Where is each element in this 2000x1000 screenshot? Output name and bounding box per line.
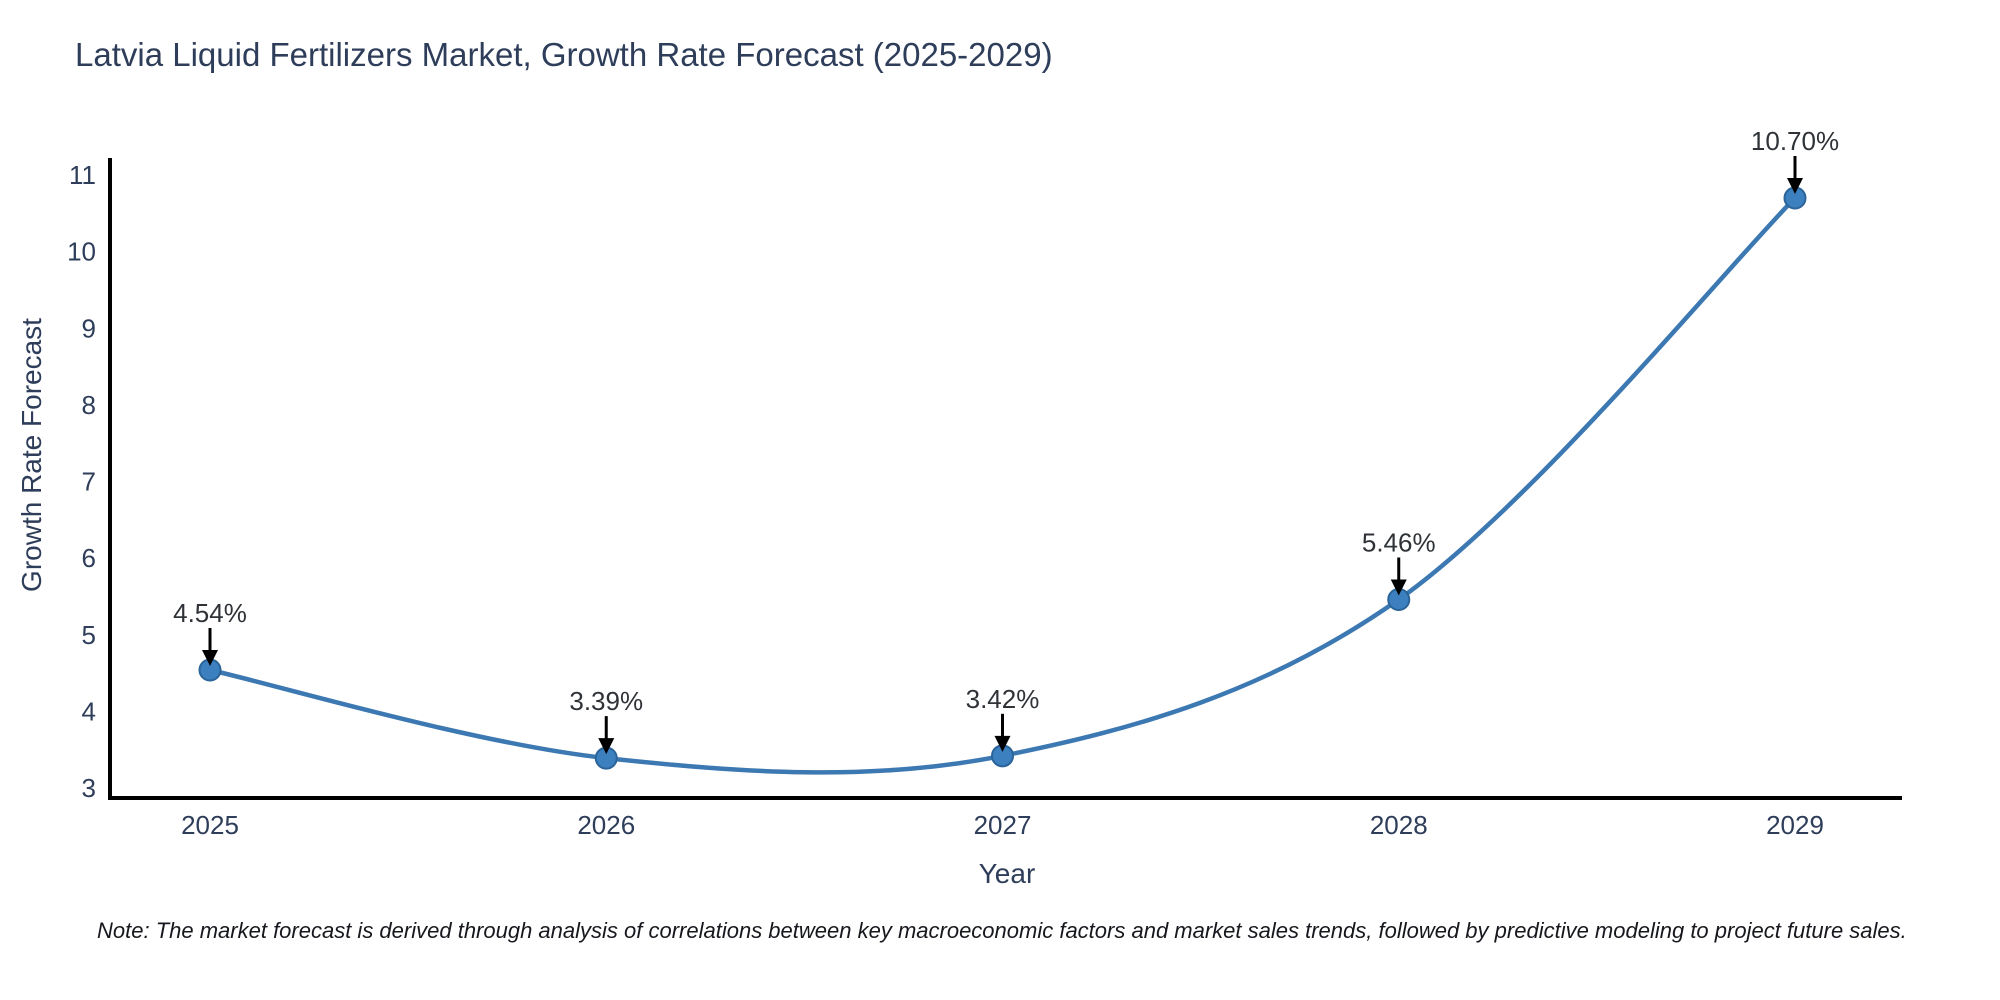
data-point-value-label: 10.70% bbox=[1751, 126, 1839, 156]
chart-title: Latvia Liquid Fertilizers Market, Growth… bbox=[75, 36, 1053, 73]
y-tick-label: 9 bbox=[82, 313, 96, 343]
data-point-value-label: 3.42% bbox=[966, 684, 1040, 714]
x-axis-title: Year bbox=[978, 858, 1036, 889]
x-tick-label: 2027 bbox=[974, 810, 1032, 840]
annotation-arrow-head bbox=[598, 738, 615, 755]
y-tick-label: 11 bbox=[69, 160, 96, 190]
x-tick-label: 2026 bbox=[577, 810, 635, 840]
annotation-arrow-head bbox=[1787, 177, 1803, 194]
y-axis-title: Growth Rate Forecast bbox=[16, 318, 47, 592]
annotation-arrow-head bbox=[994, 735, 1011, 752]
annotation-arrow-head bbox=[1390, 579, 1407, 596]
x-tick-label: 2029 bbox=[1766, 810, 1824, 840]
y-tick-label: 4 bbox=[82, 696, 96, 726]
x-tick-label: 2025 bbox=[181, 810, 239, 840]
y-tick-label: 7 bbox=[82, 467, 96, 497]
data-point-value-label: 5.46% bbox=[1362, 528, 1436, 558]
y-tick-label: 8 bbox=[82, 390, 96, 420]
data-point-value-label: 3.39% bbox=[569, 686, 643, 716]
y-tick-label: 6 bbox=[82, 543, 96, 573]
annotation-arrow-head bbox=[202, 649, 218, 666]
y-tick-label: 3 bbox=[82, 773, 96, 803]
footnote: Note: The market forecast is derived thr… bbox=[97, 918, 1907, 943]
data-point-value-label: 4.54% bbox=[173, 598, 247, 628]
y-tick-label: 10 bbox=[67, 237, 96, 267]
y-tick-label: 5 bbox=[82, 620, 96, 650]
x-tick-label: 2028 bbox=[1370, 810, 1428, 840]
